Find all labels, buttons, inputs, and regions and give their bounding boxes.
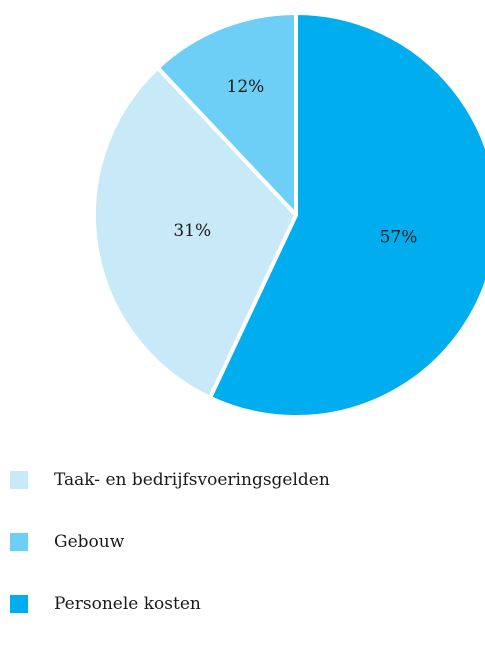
pie-slice-personele-kosten <box>207 11 485 419</box>
pie-slice-taak-en-bedrijfsvoeringsgelden <box>92 65 298 400</box>
data-label: 31% <box>173 221 211 241</box>
legend-swatch <box>10 533 28 551</box>
pie-slice-gebouw <box>155 11 298 217</box>
legend-item-taak-en-bedrijfsvoeringsgelden: Taak- en bedrijfsvoeringsgelden <box>10 470 330 490</box>
legend-item-personele-kosten: Personele kosten <box>10 594 330 614</box>
pie-chart: 57% 31% 12% <box>92 11 485 419</box>
data-label: 12% <box>227 77 265 97</box>
legend: Taak- en bedrijfsvoeringsgelden Gebouw P… <box>10 470 330 656</box>
legend-label: Gebouw <box>54 532 125 552</box>
legend-label: Personele kosten <box>54 594 201 614</box>
legend-swatch <box>10 471 28 489</box>
legend-item-gebouw: Gebouw <box>10 532 330 552</box>
legend-label: Taak- en bedrijfsvoeringsgelden <box>54 470 330 490</box>
data-label: 57% <box>380 227 418 247</box>
legend-swatch <box>10 595 28 613</box>
